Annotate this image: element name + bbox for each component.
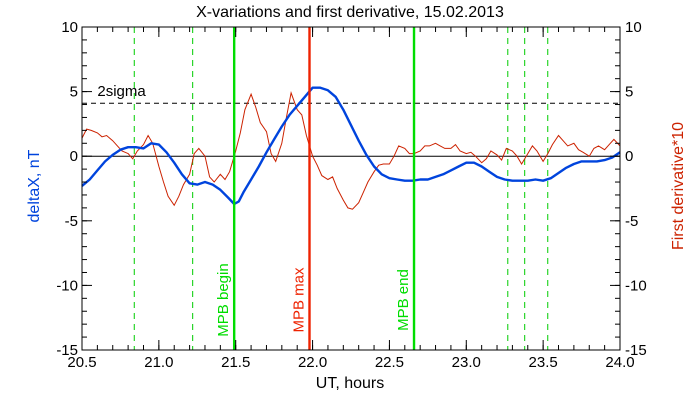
x-tick-label-6: 23.5	[529, 354, 558, 371]
y-tick-label-right-0: 10	[625, 19, 642, 36]
chart-title: X-variations and first derivative, 15.02…	[196, 4, 504, 21]
mpb-begin-label: MPB begin	[215, 263, 232, 336]
y-axis-left-title: deltaX, nT	[26, 149, 43, 222]
y-tick-label-right-2: 0	[625, 148, 633, 165]
series-line-derivative	[81, 91, 621, 210]
mpb-end-label: MPB end	[395, 269, 412, 331]
series-line-deltax	[81, 86, 621, 206]
y-tick-label-left-3: -5	[65, 213, 78, 230]
y-tick-label-right-5: -15	[625, 342, 647, 359]
y-axis-right-title: First derivative*10	[670, 122, 687, 250]
y-tick-label-left-0: 10	[61, 19, 78, 36]
mpb-max-label: MPB max	[290, 267, 307, 333]
x-tick-label-4: 22.5	[375, 354, 404, 371]
x-tick-label-2: 21.5	[221, 354, 250, 371]
y-tick-label-left-4: -10	[56, 277, 78, 294]
y-tick-label-left-5: -15	[56, 342, 78, 359]
plot-frame	[81, 26, 621, 351]
plot-area: 2sigma MPB begin MPB max MPB end 20.5 21.0 21.…	[56, 19, 646, 371]
x-tick-label-3: 22.0	[298, 354, 327, 371]
sigma-label: 2sigma	[97, 83, 146, 100]
x-tick-label-0: 20.5	[67, 354, 96, 371]
x-tick-label-5: 23.0	[452, 354, 481, 371]
x-axis-title: UT, hours	[316, 375, 384, 392]
x-tick-label-1: 21.0	[144, 354, 173, 371]
y-tick-label-right-3: -5	[625, 213, 638, 230]
y-tick-label-right-4: -10	[625, 277, 647, 294]
y-tick-label-left-1: 5	[70, 84, 78, 101]
y-tick-label-right-1: 5	[625, 84, 633, 101]
x-tick-label-7: 24.0	[605, 354, 634, 371]
y-tick-label-left-2: 0	[70, 148, 78, 165]
